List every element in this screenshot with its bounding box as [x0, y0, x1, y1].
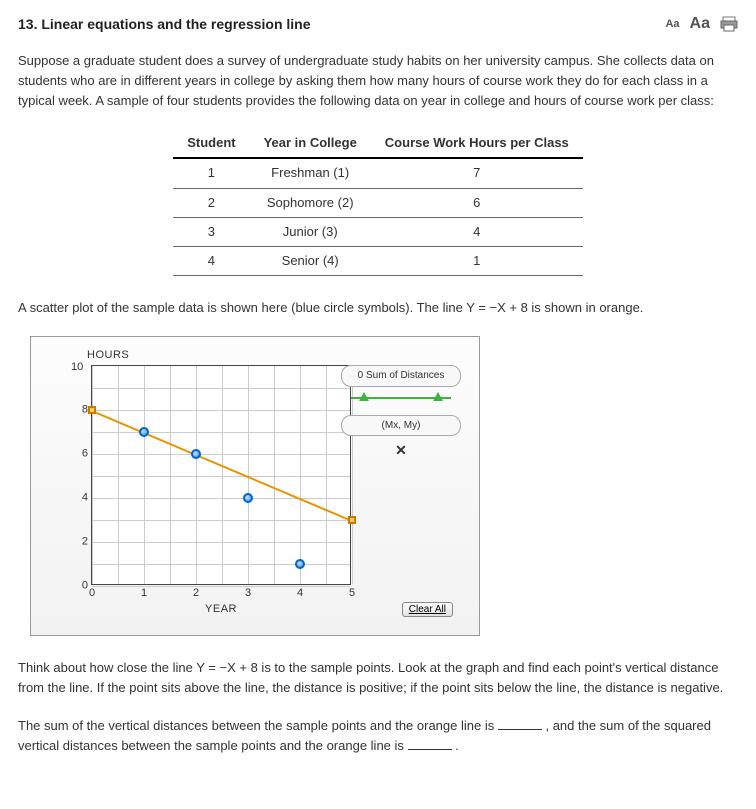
font-size-large[interactable]: Aa [690, 12, 710, 37]
table-cell: 4 [173, 246, 249, 275]
data-point[interactable] [295, 559, 305, 569]
table-row: 3Junior (3)4 [173, 217, 583, 246]
table-cell: 6 [371, 188, 583, 217]
table-cell: 2 [173, 188, 249, 217]
grid-line-h [92, 410, 350, 411]
section-title: 13. Linear equations and the regression … [18, 14, 311, 36]
grid-line-v-minor [170, 366, 171, 584]
table-cell: 3 [173, 217, 249, 246]
legend-sum-distances[interactable]: 0 Sum of Distances [341, 365, 461, 387]
table-cell: 4 [371, 217, 583, 246]
think-paragraph: Think about how close the line Y = −X + … [18, 658, 738, 698]
table-cell: 1 [173, 158, 249, 188]
grid-line-h [92, 542, 350, 543]
y-tick-label: 6 [68, 446, 88, 463]
blank-sum-distances[interactable] [498, 718, 542, 730]
data-point[interactable] [139, 427, 149, 437]
table-header-row: StudentYear in CollegeCourse Work Hours … [173, 129, 583, 158]
grid-line-h-minor [92, 564, 350, 565]
y-tick-label: 2 [68, 534, 88, 551]
x-axis-title: YEAR [205, 601, 237, 618]
fill-blank-paragraph: The sum of the vertical distances betwee… [18, 716, 738, 756]
table-row: 2Sophomore (2)6 [173, 188, 583, 217]
grid-line-h [92, 498, 350, 499]
data-table: StudentYear in CollegeCourse Work Hours … [173, 129, 583, 276]
table-col-header: Year in College [250, 129, 371, 158]
legend-sum-line [341, 391, 461, 405]
x-tick-label: 1 [141, 585, 147, 602]
y-axis-title: HOURS [87, 347, 129, 364]
y-tick-label: 8 [68, 402, 88, 419]
font-controls: Aa Aa [665, 12, 738, 37]
grid-line-h [92, 586, 350, 587]
table-row: 1Freshman (1)7 [173, 158, 583, 188]
line-handle[interactable] [348, 516, 356, 524]
grid-line-v [92, 366, 93, 584]
question-header: 13. Linear equations and the regression … [18, 12, 738, 37]
grid-line-v [196, 366, 197, 584]
data-point[interactable] [191, 449, 201, 459]
grid-line-h-minor [92, 520, 350, 521]
grid-line-v [144, 366, 145, 584]
table-cell: Sophomore (2) [250, 188, 371, 217]
x-tick-label: 2 [193, 585, 199, 602]
x-tick-label: 4 [297, 585, 303, 602]
data-point[interactable] [243, 493, 253, 503]
scatter-chart[interactable]: HOURS 10 YEAR 02468012345 0 Sum of Dista… [30, 336, 480, 636]
table-cell: 1 [371, 246, 583, 275]
grid-line-h-minor [92, 476, 350, 477]
table-body: 1Freshman (1)72Sophomore (2)63Junior (3)… [173, 158, 583, 275]
grid-line-v-minor [274, 366, 275, 584]
legend-mean-point[interactable]: (Mx, My) [341, 415, 461, 437]
table-col-header: Course Work Hours per Class [371, 129, 583, 158]
print-icon[interactable] [720, 16, 738, 32]
chart-legend: 0 Sum of Distances (Mx, My) ✕ [341, 365, 461, 462]
grid-line-v-minor [118, 366, 119, 584]
x-tick-label: 3 [245, 585, 251, 602]
line-handle[interactable] [88, 406, 96, 414]
clear-all-button[interactable]: Clear All [402, 602, 453, 617]
legend-mean-symbol: ✕ [341, 440, 461, 462]
font-size-small[interactable]: Aa [665, 16, 679, 33]
x-tick-label: 5 [349, 585, 355, 602]
fill-text-3: . [455, 738, 459, 753]
grid-line-v [300, 366, 301, 584]
table-col-header: Student [173, 129, 249, 158]
grid-line-h [92, 454, 350, 455]
fill-text-1: The sum of the vertical distances betwee… [18, 718, 498, 733]
scatter-intro: A scatter plot of the sample data is sho… [18, 298, 738, 318]
table-row: 4Senior (4)1 [173, 246, 583, 275]
table-cell: Freshman (1) [250, 158, 371, 188]
grid-line-v-minor [222, 366, 223, 584]
table-cell: Junior (3) [250, 217, 371, 246]
y-tick-label: 0 [68, 578, 88, 595]
grid-line-v-minor [326, 366, 327, 584]
intro-paragraph: Suppose a graduate student does a survey… [18, 51, 738, 111]
table-cell: 7 [371, 158, 583, 188]
y-tick-label: 4 [68, 490, 88, 507]
x-tick-label: 0 [89, 585, 95, 602]
y-max-tick: 10 [71, 359, 83, 376]
table-cell: Senior (4) [250, 246, 371, 275]
grid-line-h-minor [92, 388, 350, 389]
plot-area[interactable]: YEAR 02468012345 [91, 365, 351, 585]
blank-sum-squared[interactable] [408, 738, 452, 750]
grid-line-h-minor [92, 432, 350, 433]
